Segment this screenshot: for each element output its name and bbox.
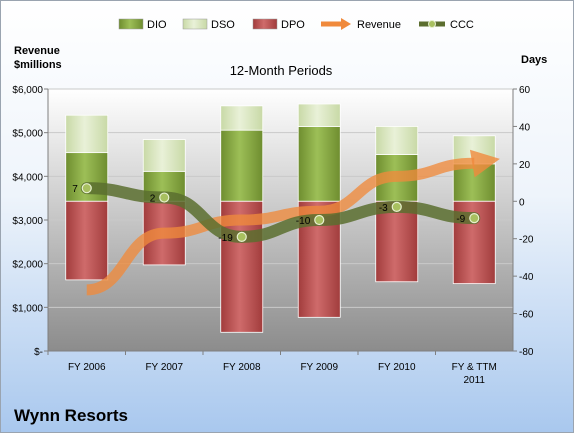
right-tick-label: 20 [519, 160, 531, 171]
left-tick-label: $6,000 [12, 85, 43, 96]
bar-dso [297, 103, 341, 127]
x-tick-label: 2011 [463, 375, 485, 386]
chart-title: 12-Month Periods [229, 63, 333, 78]
bar-dso [220, 105, 264, 131]
right-tick-label: 60 [519, 85, 531, 96]
legend-swatch-revenue-head [341, 18, 351, 30]
ccc-point [469, 213, 480, 224]
legend-swatch-dio [118, 18, 144, 30]
left-tick-label: $1,000 [12, 303, 43, 314]
ccc-data-label: -19 [218, 233, 233, 244]
legend-label: DIO [147, 19, 167, 31]
ccc-point [314, 214, 325, 226]
x-tick-label: FY 2010 [378, 362, 416, 373]
ccc-line [80, 182, 481, 243]
right-tick-label: 40 [519, 122, 531, 133]
left-axis-title-line1: Revenue [14, 45, 60, 57]
legend-swatch-ccc-marker [428, 20, 436, 28]
ccc-data-label: 7 [72, 184, 78, 195]
bar-dpo [65, 200, 109, 281]
left-axis-title-line2: $millions [14, 59, 62, 71]
legend-swatch-dso [182, 18, 208, 30]
x-tick-label: FY 2007 [145, 362, 183, 373]
left-tick-label: $2,000 [12, 260, 43, 271]
right-tick-label: -60 [519, 310, 534, 321]
ccc-point [159, 192, 170, 203]
ccc-data-label: 2 [150, 194, 156, 205]
left-tick-label: $3,000 [12, 216, 43, 227]
left-tick-label: $5,000 [12, 129, 43, 140]
left-tick-label: $- [34, 347, 43, 358]
x-tick-label: FY 2009 [300, 362, 338, 373]
company-name: Wynn Resorts [14, 406, 128, 425]
legend-label: DSO [211, 19, 235, 31]
ccc-data-label: -9 [456, 214, 465, 225]
right-tick-label: 0 [519, 197, 525, 208]
legend-label: CCC [450, 19, 474, 31]
ccc-point [81, 183, 92, 194]
left-tick-label: $4,000 [12, 172, 43, 183]
right-tick-label: -80 [519, 347, 534, 358]
ccc-data-label: -10 [296, 216, 311, 227]
x-tick-label: FY 2008 [223, 362, 261, 373]
right-axis-title: Days [521, 54, 548, 66]
right-tick-label: -20 [519, 235, 534, 246]
bar-dso [65, 114, 109, 154]
bar-dso [375, 126, 419, 155]
ccc-point [236, 231, 247, 242]
bar-dso [142, 139, 186, 172]
legend-label: DPO [281, 19, 305, 31]
right-tick-label: -40 [519, 272, 534, 283]
ccc-data-label: -3 [379, 203, 388, 214]
revenue-line [86, 157, 475, 296]
bar-dio [220, 129, 264, 202]
legend-label: Revenue [357, 19, 401, 31]
revenue-arrowhead [469, 149, 500, 178]
legend-swatch-dpo [252, 18, 278, 30]
x-tick-label: FY 2006 [68, 362, 106, 373]
x-tick-label: FY & TTM [452, 362, 497, 373]
bar-dpo [375, 200, 419, 283]
ccc-point [391, 201, 402, 212]
bar-dio [297, 126, 341, 202]
